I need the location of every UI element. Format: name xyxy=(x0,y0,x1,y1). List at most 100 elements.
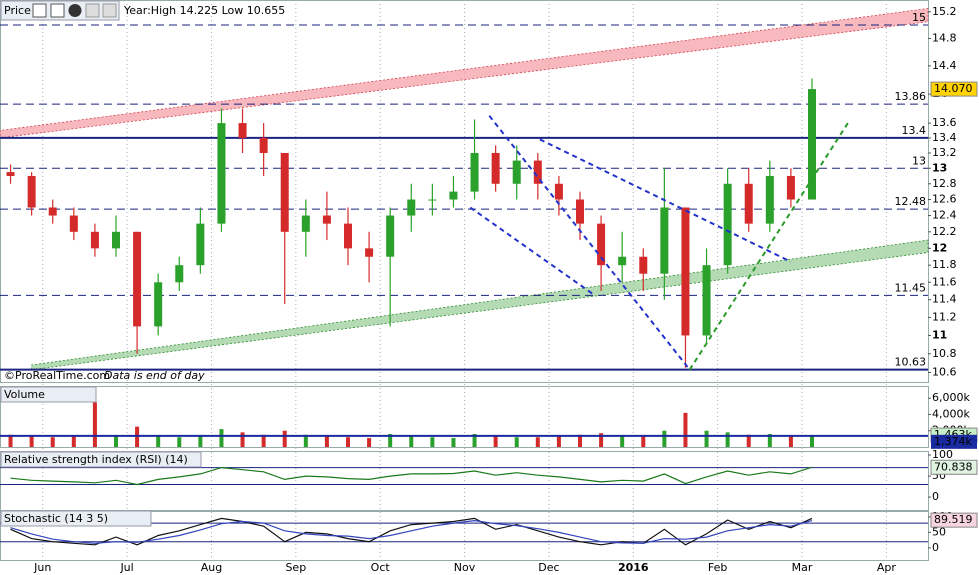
candle-body xyxy=(723,183,732,266)
level-label: 13 xyxy=(912,154,926,167)
trendline xyxy=(688,122,849,371)
candle-body xyxy=(27,175,36,208)
volume-bar xyxy=(303,434,308,447)
volume-bar xyxy=(92,402,97,447)
y-tick-label: 11.4 xyxy=(932,293,957,306)
volume-bar xyxy=(556,436,561,447)
candle-body xyxy=(681,207,690,336)
volume-bar xyxy=(71,435,76,447)
candle-body xyxy=(660,207,669,274)
candle-body xyxy=(133,231,142,327)
volume-bar xyxy=(177,437,182,447)
candle-body xyxy=(344,223,352,249)
indicator-line xyxy=(10,466,813,486)
candle-body xyxy=(808,89,816,200)
candle-body xyxy=(365,248,374,257)
y-tick-label: 12.8 xyxy=(932,177,957,190)
value-box xyxy=(930,512,978,528)
volume-bar xyxy=(767,433,772,447)
rsi-title: Relative strength index (RSI) (14) xyxy=(4,453,188,466)
candle-body xyxy=(702,265,711,336)
candle-body xyxy=(175,265,184,283)
candle-body xyxy=(597,223,606,266)
stochastic-title: Stochastic (14 3 5) xyxy=(4,512,108,525)
window-icon[interactable] xyxy=(50,3,65,18)
volume-bar xyxy=(810,435,814,447)
note: Data is end of day xyxy=(104,369,205,382)
y-tick-label: 0 xyxy=(932,490,939,503)
candle-body xyxy=(69,215,78,232)
y-tick-label: 13 xyxy=(932,161,947,174)
level-label: 13.4 xyxy=(902,124,927,137)
value-box-label: 89.519 xyxy=(934,513,973,526)
down-icon[interactable] xyxy=(102,3,117,18)
settings-icon[interactable] xyxy=(32,3,47,18)
x-tick-label: 2016 xyxy=(618,561,649,574)
volume-bar xyxy=(346,437,350,447)
candle-body xyxy=(512,160,521,184)
volume-header xyxy=(0,386,97,403)
volume-frame xyxy=(0,386,929,448)
y-tick-label: 6,000k xyxy=(932,391,970,404)
candle-body xyxy=(639,256,648,274)
headers: Price Year:High 14.225 Low 10.655 ©ProRe… xyxy=(0,0,285,527)
trendline xyxy=(539,138,792,263)
candle-body xyxy=(154,282,163,327)
close-icon[interactable] xyxy=(68,4,82,17)
value-box-label: 1,374k xyxy=(934,435,972,448)
candle-body xyxy=(618,256,627,266)
x-tick-label: Mar xyxy=(792,561,813,574)
candle-body xyxy=(576,199,584,224)
volume-bar xyxy=(8,434,13,447)
volume-bar xyxy=(662,430,667,447)
value-box xyxy=(930,81,978,97)
volume-bar xyxy=(746,434,751,447)
volume-bar xyxy=(493,436,498,447)
volume-bar xyxy=(409,436,414,447)
volume-bar xyxy=(683,412,688,447)
up-icon[interactable] xyxy=(85,3,100,18)
candle-body xyxy=(112,231,120,249)
volume-bar xyxy=(472,433,477,447)
y-tick-label: 13.6 xyxy=(932,116,957,129)
x-tick-label: Sep xyxy=(285,561,306,574)
y-tick-label: 11 xyxy=(932,328,947,341)
y-tick-label: 11.8 xyxy=(932,258,957,271)
candle-body xyxy=(470,152,479,192)
y-tick-label: 4,000k xyxy=(932,407,970,420)
rsi-header xyxy=(0,451,202,468)
volume-bar xyxy=(620,436,625,447)
indicator-line xyxy=(10,519,813,544)
volume-bar xyxy=(535,437,540,447)
candle-body xyxy=(554,183,563,200)
candle-body xyxy=(407,199,416,216)
candle-body xyxy=(744,183,753,224)
volume-bar xyxy=(788,435,793,447)
y-tick-label: 15.2 xyxy=(932,5,957,18)
volume-bar xyxy=(725,432,730,447)
candle-body xyxy=(491,152,500,184)
x-tick-label: Nov xyxy=(454,561,476,574)
candle-body xyxy=(533,160,542,184)
x-tick-label: Jul xyxy=(119,561,133,574)
y-tick-label: 0 xyxy=(932,541,939,554)
volume-bar xyxy=(219,429,224,447)
y-tick-label: 10.8 xyxy=(932,347,957,360)
stochastic-frame xyxy=(0,511,929,561)
candle-body xyxy=(90,231,99,249)
y-tick-label: 14.4 xyxy=(932,59,957,72)
candle-body xyxy=(386,215,395,257)
price-subtitle: Year:High 14.225 Low 10.655 xyxy=(123,4,285,17)
volume-bar xyxy=(50,437,55,447)
candle-body xyxy=(765,175,774,224)
volume-bar xyxy=(430,437,435,447)
y-tick-label: 13.4 xyxy=(932,131,957,144)
source: ©ProRealTime.com xyxy=(4,369,110,382)
volume-bar xyxy=(135,426,140,447)
y-tick-label: 13.2 xyxy=(932,146,957,159)
x-tick-label: Apr xyxy=(877,561,897,574)
stochastic-header xyxy=(0,510,152,527)
volume-bar xyxy=(641,435,646,447)
candle-body xyxy=(280,152,289,232)
price-title: Price xyxy=(4,4,31,17)
